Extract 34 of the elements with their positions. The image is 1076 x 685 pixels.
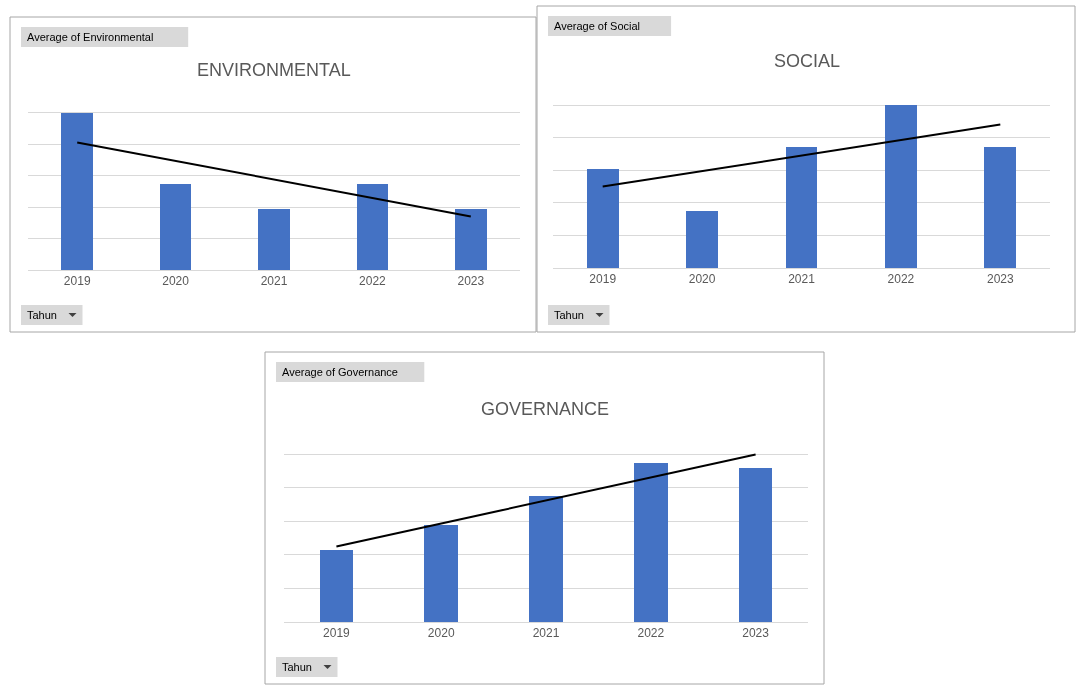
x-tick-label: 2021 <box>788 272 816 287</box>
text: Tahun <box>554 309 584 321</box>
text: Tahun <box>282 661 312 673</box>
bar <box>320 550 353 622</box>
bar <box>686 211 718 268</box>
x-tick-label: 2019 <box>323 626 351 641</box>
bar <box>587 169 619 268</box>
text: Tahun <box>27 309 57 321</box>
bar <box>786 147 817 268</box>
chart-title: ENVIRONMENTAL <box>197 60 351 80</box>
x-tick-label: 2019 <box>589 272 617 287</box>
x-tick-label: 2023 <box>986 272 1014 287</box>
x-tick-label: 2022 <box>359 274 387 289</box>
text: Average of Environmental <box>27 31 154 43</box>
bar <box>634 463 668 622</box>
x-tick-label: 2021 <box>532 626 560 641</box>
x-tick-label: 2023 <box>742 626 770 641</box>
bar <box>885 105 917 268</box>
chart-title: GOVERNANCE <box>481 399 610 419</box>
x-tick-label: 2020 <box>427 626 455 641</box>
x-tick-label: 2023 <box>457 274 485 289</box>
x-tick-label: 2020 <box>688 272 716 287</box>
text: Average of Social <box>554 20 641 32</box>
x-tick-label: 2022 <box>637 626 665 641</box>
chart-title: SOCIAL <box>774 51 841 71</box>
x-tick-label: 2021 <box>260 274 288 289</box>
x-tick-label: 2020 <box>162 274 190 289</box>
x-tick-label: 2022 <box>887 272 915 287</box>
x-tick-label: 2019 <box>63 274 91 289</box>
bar <box>739 468 772 622</box>
bar <box>529 496 563 622</box>
bar <box>424 525 458 622</box>
text: Average of Governance <box>282 366 398 378</box>
bar <box>984 147 1016 268</box>
